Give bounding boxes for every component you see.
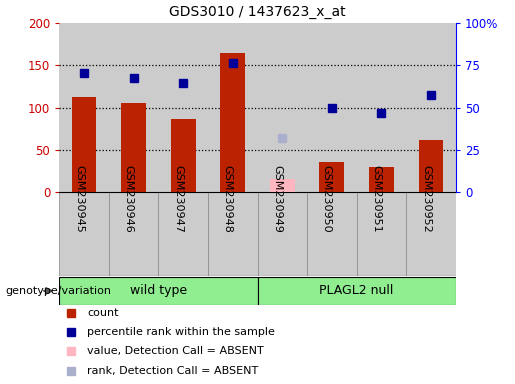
Bar (109, 23, 158, 192)
Bar (270, 179, 295, 192)
Bar (307, 23, 356, 192)
Bar (258, 23, 307, 192)
Text: GSM230946: GSM230946 (124, 165, 133, 233)
Bar (59, 192, 109, 276)
Bar (109, 192, 159, 276)
Bar (220, 53, 245, 192)
Bar (121, 103, 146, 192)
Text: GSM230949: GSM230949 (272, 165, 282, 233)
Bar (258, 277, 456, 305)
Bar (356, 23, 406, 192)
Bar (369, 167, 394, 192)
Bar (59, 277, 258, 305)
Text: GSM230950: GSM230950 (322, 165, 332, 233)
Text: rank, Detection Call = ABSENT: rank, Detection Call = ABSENT (87, 366, 258, 376)
Text: value, Detection Call = ABSENT: value, Detection Call = ABSENT (87, 346, 264, 356)
Bar (406, 192, 456, 276)
Text: GSM230947: GSM230947 (173, 165, 183, 233)
Bar (159, 192, 208, 276)
Bar (158, 23, 208, 192)
Text: GSM230948: GSM230948 (222, 165, 233, 233)
Bar (171, 119, 196, 192)
Text: PLAGL2 null: PLAGL2 null (319, 285, 394, 297)
Text: GSM230945: GSM230945 (74, 165, 84, 233)
Text: percentile rank within the sample: percentile rank within the sample (87, 327, 275, 337)
Bar (208, 23, 258, 192)
Bar (307, 192, 356, 276)
Text: wild type: wild type (130, 285, 187, 297)
Bar (319, 162, 344, 192)
Bar (208, 192, 258, 276)
Text: GSM230952: GSM230952 (421, 165, 431, 233)
Bar (356, 192, 406, 276)
Bar (419, 140, 443, 192)
Bar (72, 96, 96, 192)
Text: count: count (87, 308, 118, 318)
Text: genotype/variation: genotype/variation (5, 286, 111, 296)
Title: GDS3010 / 1437623_x_at: GDS3010 / 1437623_x_at (169, 5, 346, 19)
Text: GSM230951: GSM230951 (371, 165, 382, 233)
Bar (406, 23, 456, 192)
Bar (59, 23, 109, 192)
Bar (258, 192, 307, 276)
